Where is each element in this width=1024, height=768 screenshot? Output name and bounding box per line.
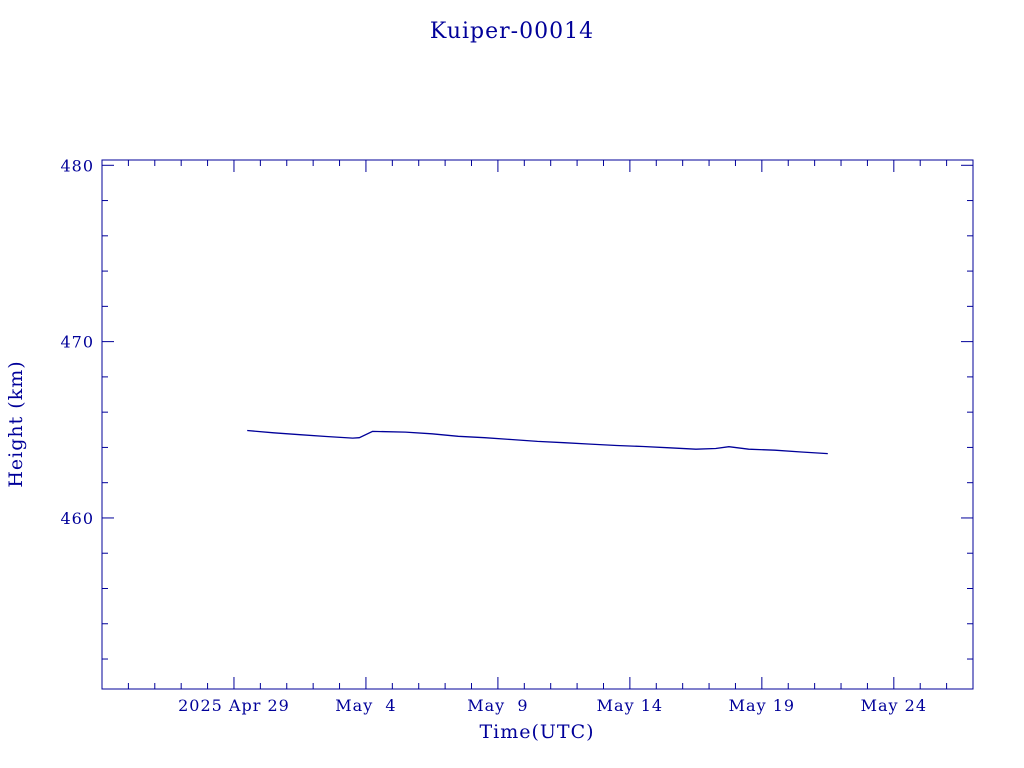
y-tick-label: 480 <box>60 156 94 175</box>
y-tick-label: 460 <box>60 509 94 528</box>
x-axis-label: Time(UTC) <box>479 721 594 743</box>
y-axis-label: Height (km) <box>5 360 27 487</box>
y-axis-ticks <box>102 164 973 660</box>
y-tick-label: 470 <box>60 333 94 352</box>
x-tick-label: May 24 <box>861 696 927 715</box>
chart-title: Kuiper-00014 <box>430 19 594 44</box>
height-series-line <box>247 429 828 455</box>
x-tick-label: May 4 <box>335 696 396 715</box>
x-tick-label: 2025 Apr 29 <box>178 696 290 715</box>
x-axis-tick-labels: 2025 Apr 29 May 4 May 9 May 14 May 19 May 24 <box>178 696 927 715</box>
x-tick-label: May 14 <box>597 696 663 715</box>
y-axis-tick-labels: 460 470 480 <box>60 156 94 528</box>
x-tick-label: May 9 <box>467 696 528 715</box>
x-tick-label: May 19 <box>729 696 795 715</box>
x-axis-ticks <box>127 160 948 689</box>
plot-frame <box>101 159 974 690</box>
